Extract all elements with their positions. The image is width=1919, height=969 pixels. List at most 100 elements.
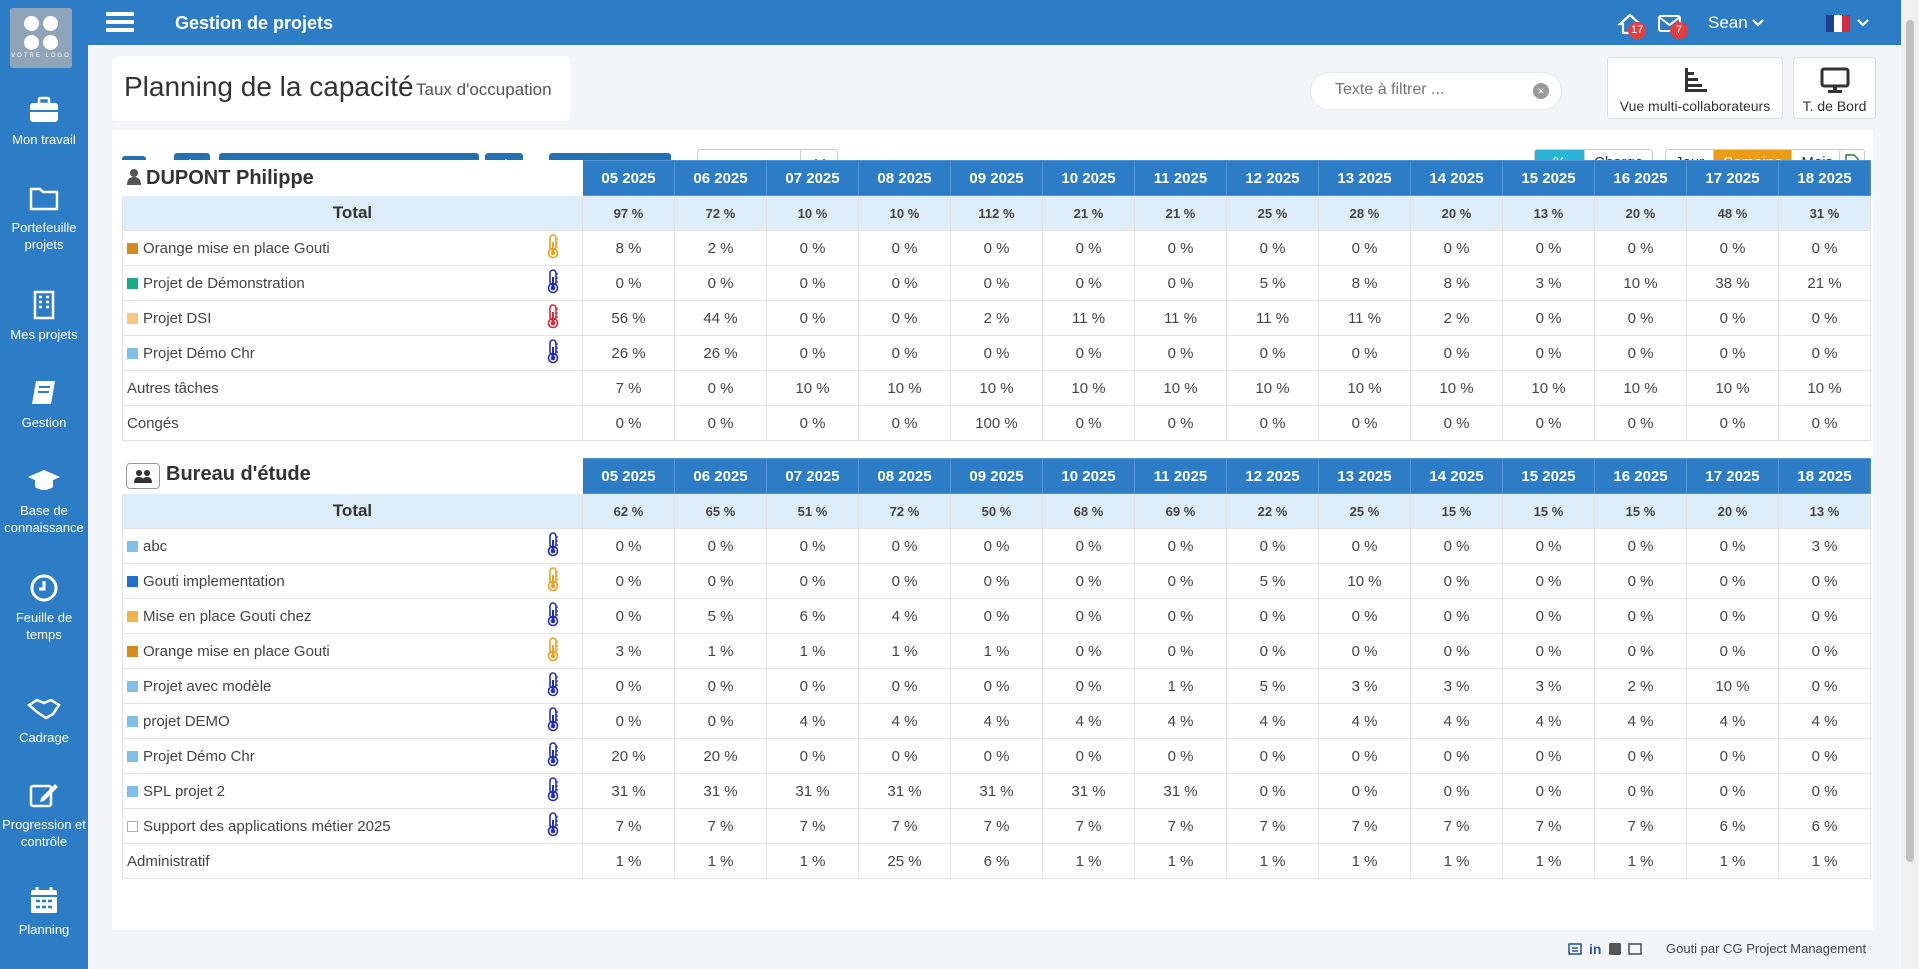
capacity-cell[interactable]: 1 % [1686,843,1779,879]
project-name[interactable]: Projet Démo Chr [122,738,525,774]
capacity-cell[interactable]: 0 % [766,230,859,266]
capacity-cell[interactable]: 0 % [766,738,859,774]
capacity-cell[interactable]: 7 % [1594,808,1687,844]
capacity-cell[interactable]: 1 % [1318,843,1411,879]
week-header[interactable]: 17 2025 [1686,458,1779,494]
project-name[interactable]: Gouti implementation [122,563,525,599]
capacity-cell[interactable]: 0 % [1410,405,1503,441]
capacity-cell[interactable]: 0 % [1594,773,1687,809]
week-header[interactable]: 07 2025 [766,160,859,196]
capacity-cell[interactable]: 2 % [674,230,767,266]
capacity-cell[interactable]: 4 % [1778,703,1871,739]
capacity-cell[interactable]: 4 % [1686,703,1779,739]
capacity-cell[interactable]: 4 % [1226,703,1319,739]
capacity-cell[interactable]: 4 % [950,703,1043,739]
french-flag-icon[interactable] [1826,15,1850,32]
capacity-cell[interactable]: 0 % [766,528,859,564]
capacity-cell[interactable]: 21 % [1778,265,1871,301]
capacity-cell[interactable]: 7 % [1042,808,1135,844]
capacity-cell[interactable]: 0 % [1594,563,1687,599]
capacity-cell[interactable]: 4 % [1318,703,1411,739]
multi-collaborator-view-button[interactable]: Vue multi-collaborateurs [1607,57,1783,119]
capacity-cell[interactable]: 0 % [1410,738,1503,774]
capacity-cell[interactable]: 0 % [766,405,859,441]
capacity-cell[interactable]: 100 % [950,405,1043,441]
capacity-cell[interactable]: 31 % [582,773,675,809]
capacity-cell[interactable]: 31 % [1042,773,1135,809]
capacity-cell[interactable]: 0 % [1042,598,1135,634]
week-header[interactable]: 13 2025 [1318,458,1411,494]
capacity-cell[interactable]: 0 % [858,300,951,336]
capacity-cell[interactable]: 0 % [1686,563,1779,599]
capacity-cell[interactable]: 0 % [1686,300,1779,336]
project-name[interactable]: Support des applications métier 2025 [122,808,525,844]
capacity-cell[interactable]: 0 % [1042,265,1135,301]
capacity-cell[interactable]: 0 % [1134,563,1227,599]
capacity-cell[interactable]: 0 % [1410,563,1503,599]
capacity-cell[interactable]: 1 % [1502,843,1595,879]
capacity-cell[interactable]: 3 % [1778,528,1871,564]
user-menu[interactable]: Sean [1708,13,1765,33]
capacity-cell[interactable]: 0 % [582,528,675,564]
capacity-cell[interactable]: 0 % [950,230,1043,266]
capacity-cell[interactable]: 10 % [1686,370,1779,406]
capacity-cell[interactable]: 0 % [1594,405,1687,441]
capacity-cell[interactable]: 0 % [674,265,767,301]
sidebar-item-progression-et-contrôle[interactable]: Progression et contrôle [0,780,88,850]
capacity-cell[interactable]: 0 % [1778,598,1871,634]
project-name[interactable]: Projet DSI [122,300,525,336]
capacity-cell[interactable]: 0 % [1502,738,1595,774]
capacity-cell[interactable]: 1 % [766,843,859,879]
capacity-cell[interactable]: 1 % [950,633,1043,669]
capacity-cell[interactable]: 0 % [1318,598,1411,634]
sidebar-item-base-de-connaissance[interactable]: Base de connaissance [0,466,88,536]
capacity-cell[interactable]: 4 % [1594,703,1687,739]
capacity-cell[interactable]: 10 % [1042,370,1135,406]
capacity-cell[interactable]: 0 % [582,265,675,301]
capacity-cell[interactable]: 0 % [1318,230,1411,266]
capacity-cell[interactable]: 0 % [1042,563,1135,599]
week-header[interactable]: 15 2025 [1502,160,1595,196]
capacity-cell[interactable]: 0 % [1226,598,1319,634]
capacity-cell[interactable]: 0 % [858,335,951,371]
week-header[interactable]: 09 2025 [950,160,1043,196]
capacity-cell[interactable]: 3 % [1502,668,1595,704]
capacity-cell[interactable]: 31 % [674,773,767,809]
capacity-cell[interactable]: 0 % [1686,405,1779,441]
capacity-cell[interactable]: 0 % [1778,230,1871,266]
capacity-cell[interactable]: 0 % [1594,598,1687,634]
capacity-cell[interactable]: 10 % [1502,370,1595,406]
capacity-cell[interactable]: 0 % [766,265,859,301]
capacity-cell[interactable]: 0 % [1318,633,1411,669]
capacity-cell[interactable]: 1 % [1134,668,1227,704]
capacity-cell[interactable]: 3 % [1318,668,1411,704]
capacity-cell[interactable]: 0 % [1134,633,1227,669]
capacity-cell[interactable]: 10 % [1594,370,1687,406]
capacity-cell[interactable]: 25 % [858,843,951,879]
capacity-cell[interactable]: 20 % [582,738,675,774]
week-header[interactable]: 06 2025 [674,458,767,494]
capacity-cell[interactable]: 7 % [858,808,951,844]
week-header[interactable]: 12 2025 [1226,458,1319,494]
capacity-cell[interactable]: 0 % [674,668,767,704]
week-header[interactable]: 15 2025 [1502,458,1595,494]
capacity-cell[interactable]: 0 % [674,563,767,599]
capacity-cell[interactable]: 7 % [1226,808,1319,844]
capacity-cell[interactable]: 0 % [1686,633,1779,669]
capacity-cell[interactable]: 0 % [1226,405,1319,441]
capacity-cell[interactable]: 0 % [1502,528,1595,564]
capacity-cell[interactable]: 0 % [1686,773,1779,809]
week-header[interactable]: 10 2025 [1042,458,1135,494]
capacity-cell[interactable]: 6 % [950,843,1043,879]
capacity-cell[interactable]: 0 % [1042,528,1135,564]
capacity-cell[interactable]: 4 % [1502,703,1595,739]
capacity-cell[interactable]: 0 % [1686,598,1779,634]
capacity-cell[interactable]: 0 % [1686,335,1779,371]
capacity-cell[interactable]: 4 % [858,598,951,634]
capacity-cell[interactable]: 0 % [766,335,859,371]
capacity-cell[interactable]: 10 % [950,370,1043,406]
week-header[interactable]: 12 2025 [1226,160,1319,196]
capacity-cell[interactable]: 0 % [950,598,1043,634]
capacity-cell[interactable]: 0 % [950,528,1043,564]
capacity-cell[interactable]: 0 % [1226,230,1319,266]
